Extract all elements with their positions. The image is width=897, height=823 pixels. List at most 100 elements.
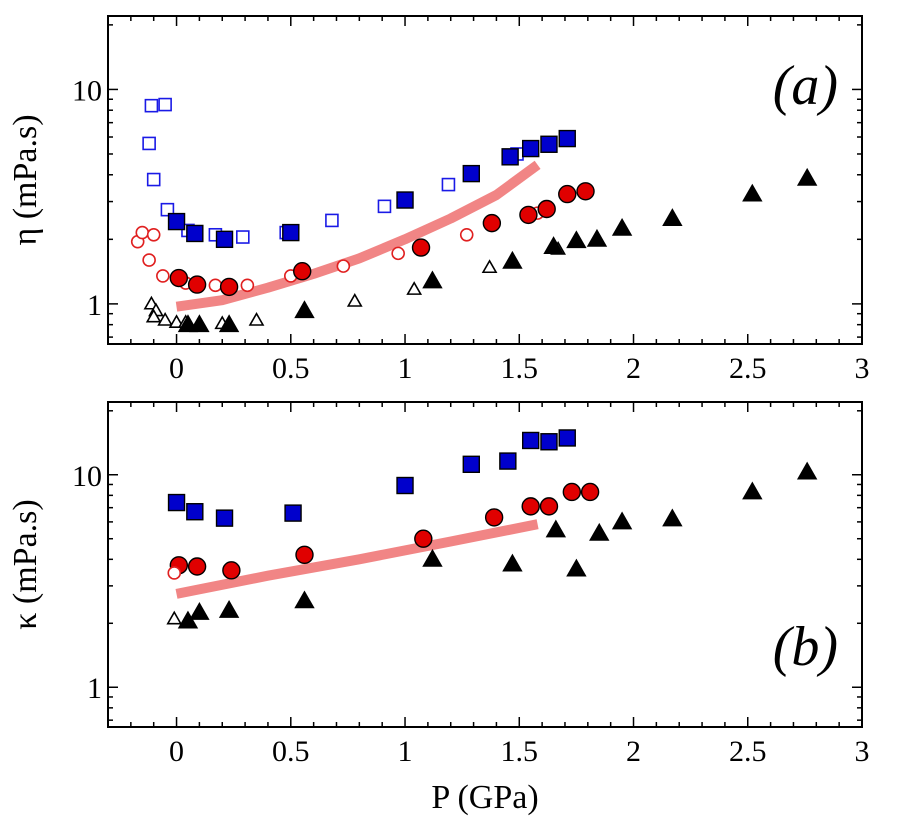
panel-kappa: 0 0.5 1 1.5 2 2.5 3 1 10 κ (mPa.s) P (GPa) (b) bbox=[7, 401, 870, 816]
data-point bbox=[167, 493, 186, 512]
data-point bbox=[186, 224, 204, 243]
data-point bbox=[462, 164, 480, 183]
data-point bbox=[482, 213, 502, 233]
data-point bbox=[219, 277, 239, 297]
data-point bbox=[391, 246, 405, 261]
x-tick-label: 3 bbox=[855, 735, 870, 768]
data-point bbox=[796, 461, 818, 480]
data-point bbox=[580, 482, 600, 502]
data-point bbox=[135, 225, 150, 240]
data-point bbox=[543, 236, 564, 255]
y-axis-title: η (mPa.s) bbox=[7, 114, 44, 245]
data-point bbox=[293, 262, 312, 281]
data-point bbox=[422, 548, 443, 567]
x-tick-label: 2 bbox=[626, 352, 641, 385]
data-point bbox=[540, 433, 558, 451]
data-point bbox=[441, 177, 456, 192]
y-axis-title: κ (mPa.s) bbox=[7, 499, 44, 629]
x-tick-label: 1.5 bbox=[501, 352, 539, 385]
data-point bbox=[169, 268, 189, 288]
data-point bbox=[411, 238, 431, 257]
data-point bbox=[142, 136, 156, 151]
data-point bbox=[166, 610, 183, 625]
data-point bbox=[611, 217, 633, 236]
series-circles-filled bbox=[169, 182, 595, 297]
series-triangles-filled bbox=[177, 461, 818, 629]
data-point bbox=[146, 227, 161, 242]
data-point bbox=[282, 223, 300, 242]
y-tick-label: 10 bbox=[72, 74, 102, 107]
x-tick-label: 0.5 bbox=[272, 735, 310, 768]
y-tick-label: 10 bbox=[72, 460, 102, 493]
data-point bbox=[502, 250, 523, 269]
x-axis-title: P (GPa) bbox=[431, 779, 538, 816]
data-point bbox=[586, 228, 608, 247]
data-point bbox=[240, 278, 255, 293]
x-tick-label: 0 bbox=[169, 352, 184, 385]
data-point bbox=[167, 212, 186, 231]
data-point bbox=[414, 529, 433, 548]
data-point bbox=[521, 139, 540, 158]
data-point bbox=[208, 278, 223, 293]
x-tick-label: 2 bbox=[626, 735, 641, 768]
data-point bbox=[396, 476, 414, 495]
data-point bbox=[218, 314, 240, 333]
data-point bbox=[558, 429, 576, 447]
data-point bbox=[576, 182, 595, 201]
data-point bbox=[325, 213, 339, 228]
data-point bbox=[796, 167, 818, 186]
series-squares-filled bbox=[167, 429, 576, 527]
data-point bbox=[167, 566, 182, 580]
data-point bbox=[177, 610, 199, 629]
data-point bbox=[501, 148, 519, 166]
data-point bbox=[248, 312, 265, 326]
data-point bbox=[142, 253, 156, 267]
data-point bbox=[336, 259, 351, 273]
plot-frame bbox=[107, 401, 863, 728]
plot-frame bbox=[107, 15, 863, 345]
data-point bbox=[377, 199, 392, 214]
data-point bbox=[558, 184, 577, 204]
data-point bbox=[539, 497, 559, 516]
series-triangles-filled bbox=[177, 167, 818, 333]
x-tick-label: 0.5 bbox=[272, 352, 310, 385]
data-point bbox=[222, 561, 241, 580]
data-point bbox=[284, 504, 302, 522]
series-squares-filled bbox=[167, 129, 576, 249]
data-point bbox=[521, 497, 540, 516]
data-point bbox=[295, 545, 314, 565]
data-point bbox=[146, 172, 161, 187]
panel-eta: 0 0.5 1 1.5 2 2.5 3 1 10 η (mPa.s) (a) bbox=[7, 15, 870, 385]
data-point bbox=[589, 522, 610, 541]
data-point bbox=[294, 590, 315, 609]
data-point bbox=[236, 230, 250, 244]
data-point bbox=[189, 314, 210, 333]
data-point bbox=[499, 452, 517, 470]
data-point bbox=[187, 275, 207, 294]
data-point bbox=[186, 503, 204, 521]
data-point bbox=[566, 230, 587, 249]
panel-label: (b) bbox=[773, 616, 838, 678]
data-point bbox=[462, 455, 480, 474]
data-point bbox=[144, 98, 159, 113]
fit-line bbox=[175, 160, 541, 312]
data-point bbox=[662, 508, 683, 527]
data-point bbox=[558, 129, 576, 148]
data-point bbox=[157, 312, 173, 326]
data-point bbox=[611, 511, 633, 530]
x-tick-label: 2.5 bbox=[729, 735, 767, 768]
data-point bbox=[519, 205, 538, 225]
data-point bbox=[158, 97, 172, 112]
data-point bbox=[742, 183, 763, 202]
x-tick-label: 1.5 bbox=[501, 735, 539, 768]
series-circles-filled bbox=[169, 482, 600, 580]
data-point bbox=[346, 293, 363, 307]
data-point bbox=[502, 553, 523, 572]
data-point bbox=[187, 557, 207, 576]
data-point bbox=[215, 230, 234, 249]
data-point bbox=[742, 481, 763, 500]
data-point bbox=[481, 259, 498, 274]
panel-label: (a) bbox=[773, 55, 838, 117]
